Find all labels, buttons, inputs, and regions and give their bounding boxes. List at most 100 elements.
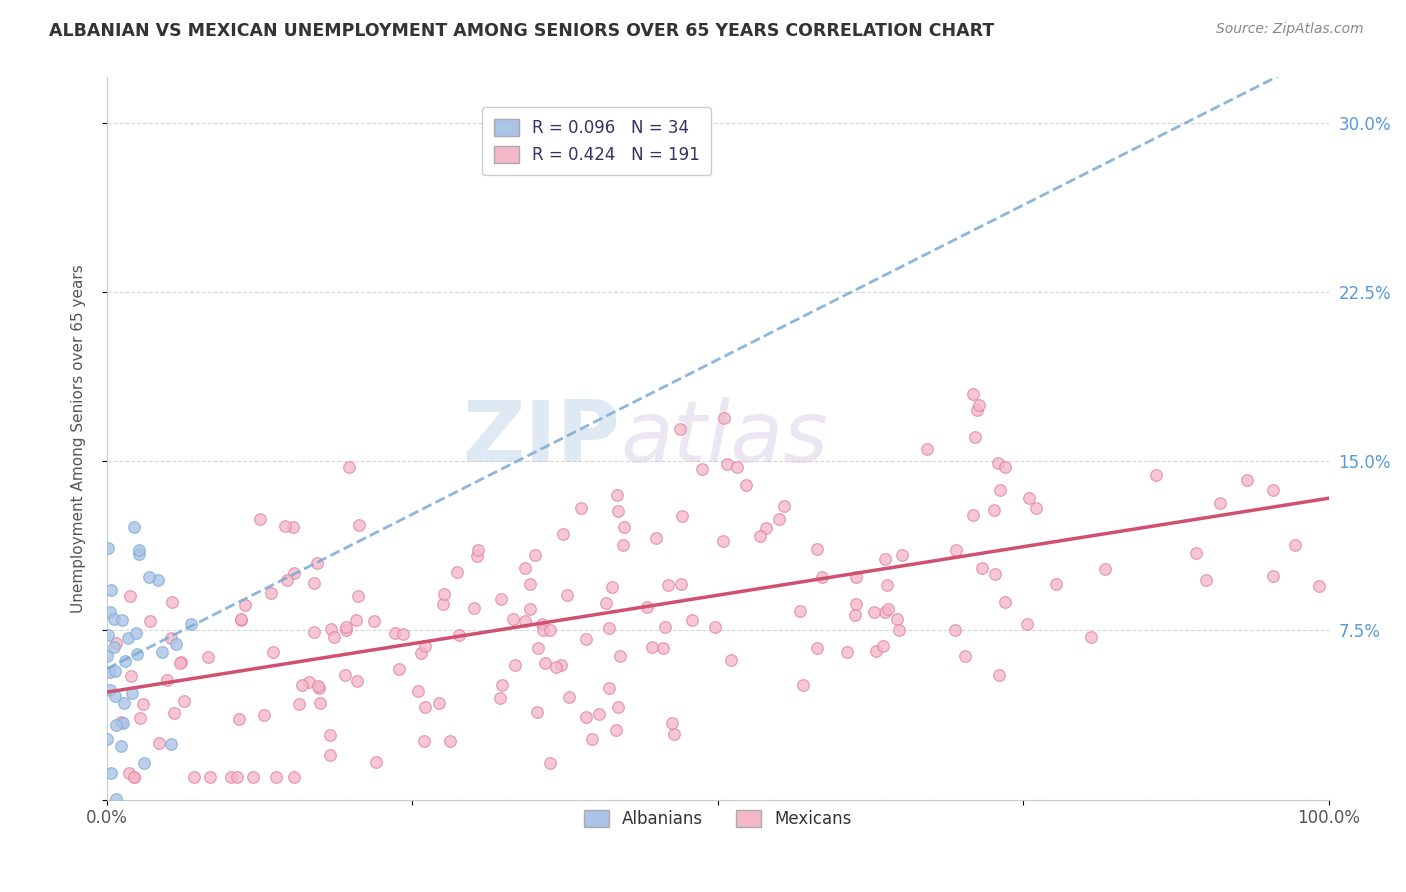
Point [228,712,250,726]
Point [887,623,910,637]
Point [219,770,242,784]
Point [994,595,1017,609]
Point [146,573,169,587]
Point [519,602,541,616]
Point [526,640,548,655]
Point [121,686,143,700]
Point [1284,538,1306,552]
Point [862,605,884,619]
Point [713,411,735,425]
Point [104,635,127,649]
Point [606,488,628,502]
Point [891,548,914,562]
Point [260,586,283,600]
Point [873,552,896,566]
Point [502,612,524,626]
Point [253,708,276,723]
Point [242,770,264,784]
Point [915,442,938,456]
Point [169,656,191,670]
Text: ALBANIAN VS MEXICAN UNEMPLOYMENT AMONG SENIORS OVER 65 YEARS CORRELATION CHART: ALBANIAN VS MEXICAN UNEMPLOYMENT AMONG S… [49,22,994,40]
Point [197,650,219,665]
Point [720,653,742,667]
Legend: Albanians, Mexicans: Albanians, Mexicans [576,803,859,835]
Point [447,628,470,642]
Point [110,739,132,754]
Point [692,461,714,475]
Point [291,678,314,692]
Point [104,664,127,678]
Point [983,503,1005,517]
Point [134,756,156,770]
Point [575,710,598,724]
Point [550,658,572,673]
Point [1094,562,1116,576]
Point [388,662,411,676]
Point [988,483,1011,497]
Point [669,576,692,591]
Point [98,665,121,680]
Point [415,639,437,653]
Point [111,613,134,627]
Point [335,667,357,681]
Point [661,715,683,730]
Point [104,689,127,703]
Point [845,598,868,612]
Point [169,655,191,669]
Point [118,589,141,603]
Point [163,706,186,721]
Point [505,658,527,673]
Point [117,631,139,645]
Point [551,527,574,541]
Point [160,595,183,609]
Point [274,518,297,533]
Point [1045,577,1067,591]
Point [288,697,311,711]
Point [704,620,727,634]
Point [519,576,541,591]
Point [657,578,679,592]
Point [112,696,135,710]
Point [283,770,305,784]
Point [1144,467,1167,482]
Point [534,657,557,671]
Point [231,612,253,626]
Point [489,592,512,607]
Point [198,770,221,784]
Point [302,576,325,591]
Point [446,565,468,579]
Text: ZIP: ZIP [463,397,620,480]
Point [120,669,142,683]
Point [806,542,828,557]
Point [465,549,488,563]
Point [173,694,195,708]
Point [609,648,631,663]
Point [156,673,179,688]
Point [413,699,436,714]
Point [226,770,249,784]
Point [546,659,568,673]
Point [1261,483,1284,498]
Point [748,529,770,543]
Point [432,597,454,611]
Point [138,570,160,584]
Point [876,578,898,592]
Point [132,697,155,711]
Point [963,430,986,444]
Point [636,600,658,615]
Point [335,620,357,634]
Point [872,640,894,654]
Point [612,538,634,552]
Point [363,614,385,628]
Point [180,617,202,632]
Point [644,532,666,546]
Point [249,512,271,526]
Point [845,570,868,584]
Point [575,632,598,646]
Point [139,614,162,628]
Point [598,681,620,695]
Point [322,630,344,644]
Point [344,613,367,627]
Point [491,678,513,692]
Point [103,612,125,626]
